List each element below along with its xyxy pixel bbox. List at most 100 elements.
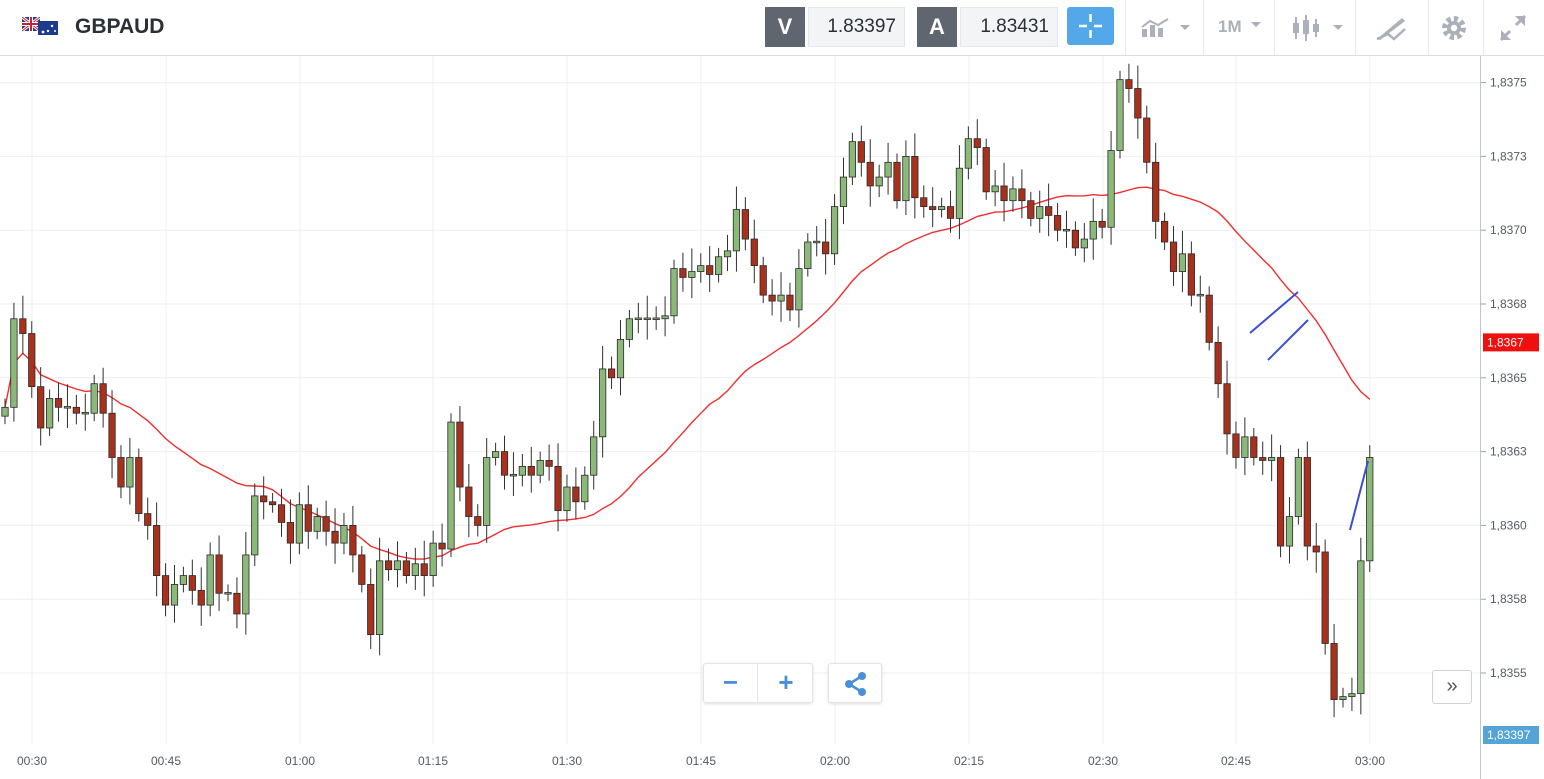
candle-up <box>643 317 651 320</box>
price-tick-label: 1,8375 <box>1490 76 1527 90</box>
zoom-in-button[interactable]: + <box>778 667 794 697</box>
scroll-to-latest-button[interactable]: » <box>1432 670 1472 704</box>
price-tick-label: 1,8373 <box>1490 149 1527 163</box>
candle-down <box>572 486 580 503</box>
candle-up <box>581 474 589 503</box>
candle-down <box>277 504 286 523</box>
candle-up <box>848 141 857 178</box>
candle-up <box>902 156 910 202</box>
candle-up <box>1196 293 1204 297</box>
candle-up <box>804 241 812 269</box>
candle-up <box>224 592 232 595</box>
time-tick-label: 00:30 <box>17 754 47 768</box>
price-tick-label: 1,8365 <box>1490 371 1527 385</box>
candle-up <box>536 460 544 476</box>
candle-down <box>135 457 143 514</box>
gear-icon <box>1442 16 1466 40</box>
time-tick-label: 02:45 <box>1221 754 1251 768</box>
candle-up <box>590 436 598 476</box>
candle-up <box>483 457 491 526</box>
candle-style-button[interactable] <box>1274 0 1355 55</box>
candle-down <box>893 161 901 202</box>
time-tick-label: 01:45 <box>686 754 716 768</box>
candle-down <box>1214 341 1222 385</box>
chart-type-button[interactable] <box>1125 0 1203 55</box>
candle-down <box>286 522 295 544</box>
candle-down <box>358 554 366 585</box>
annotation-arrow-line <box>1249 291 1299 334</box>
timeframe-label: 1M <box>1218 17 1242 36</box>
fullscreen-button[interactable] <box>1483 0 1544 55</box>
price-tick-label: 1,8368 <box>1490 297 1527 311</box>
candle-down <box>19 318 27 334</box>
candle-down <box>465 486 473 517</box>
candle-down <box>349 524 357 556</box>
candle-down <box>367 584 375 636</box>
candle-up <box>1089 220 1097 240</box>
candle-up <box>1116 79 1124 151</box>
candle-down <box>857 141 865 163</box>
candle-up <box>938 206 946 210</box>
candle-up <box>955 167 964 219</box>
chart-toolbar: GBPAUD V 1.83397 A 1.83431 1M <box>0 0 1544 56</box>
candle-down <box>322 516 330 532</box>
candle-up <box>813 240 821 244</box>
candle-down <box>384 560 393 571</box>
candle-down <box>1276 457 1285 547</box>
candle-down <box>268 501 277 506</box>
candle-down <box>1169 241 1178 272</box>
candle-up <box>340 524 348 544</box>
share-button[interactable] <box>828 663 882 703</box>
sell-price[interactable]: 1.83397 <box>808 7 905 47</box>
zoom-out-button[interactable]: − <box>704 664 758 702</box>
candle-down <box>750 238 758 267</box>
candle-up <box>393 560 402 571</box>
candle-up <box>652 317 660 320</box>
candle-up <box>447 421 455 550</box>
buy-button[interactable]: A <box>917 7 957 47</box>
candle-down <box>706 265 714 275</box>
candle-up <box>10 318 18 408</box>
candle-down <box>1187 253 1195 296</box>
candle-down <box>117 457 125 488</box>
candle-up <box>1357 560 1365 695</box>
price-tick-label: 1,8360 <box>1490 518 1527 532</box>
candle-down <box>108 412 116 458</box>
candle-down <box>759 265 767 296</box>
candle-up <box>884 161 892 178</box>
buy-price[interactable]: 1.83431 <box>960 7 1058 47</box>
time-tick-label: 01:30 <box>552 754 582 768</box>
candle-down <box>1312 545 1320 553</box>
price-tick-label: 1,8355 <box>1490 666 1527 680</box>
candle-up <box>90 383 98 414</box>
time-tick-label: 02:30 <box>1088 754 1118 768</box>
chart-type-icon <box>1141 18 1190 37</box>
candle-up <box>491 451 500 458</box>
candle-up <box>126 457 134 488</box>
price-tag-label: 1,8367 <box>1487 335 1524 349</box>
chart-grid <box>0 56 1480 744</box>
settings-button[interactable] <box>1428 0 1483 55</box>
candle-down <box>527 465 535 476</box>
candle-down <box>188 575 196 591</box>
candle-down <box>153 524 161 576</box>
candle-down <box>331 530 339 544</box>
candle-down <box>1250 436 1258 458</box>
candle-up <box>518 465 526 476</box>
drawing-tools-button[interactable] <box>1355 0 1428 55</box>
candle-down <box>197 589 205 606</box>
candle-down <box>1259 457 1267 461</box>
candle-up <box>697 265 705 272</box>
symbol-title: GBPAUD <box>75 15 165 38</box>
chevron-down-icon <box>1251 22 1261 27</box>
candle-up <box>599 368 607 438</box>
sell-button[interactable]: V <box>765 7 805 47</box>
crosshair-icon <box>1079 14 1102 38</box>
timeframe-dropdown[interactable]: 1M <box>1203 0 1274 55</box>
crosshair-button[interactable] <box>1067 7 1114 45</box>
candle-up <box>313 516 321 532</box>
price-axis-panel[interactable]: 1,8375 1,8373 1,8370 1,8368 1,8365 1,8363 1,83… <box>1480 56 1544 779</box>
candle-down <box>607 368 616 379</box>
candle-down <box>233 592 241 615</box>
candle-up <box>429 542 437 576</box>
